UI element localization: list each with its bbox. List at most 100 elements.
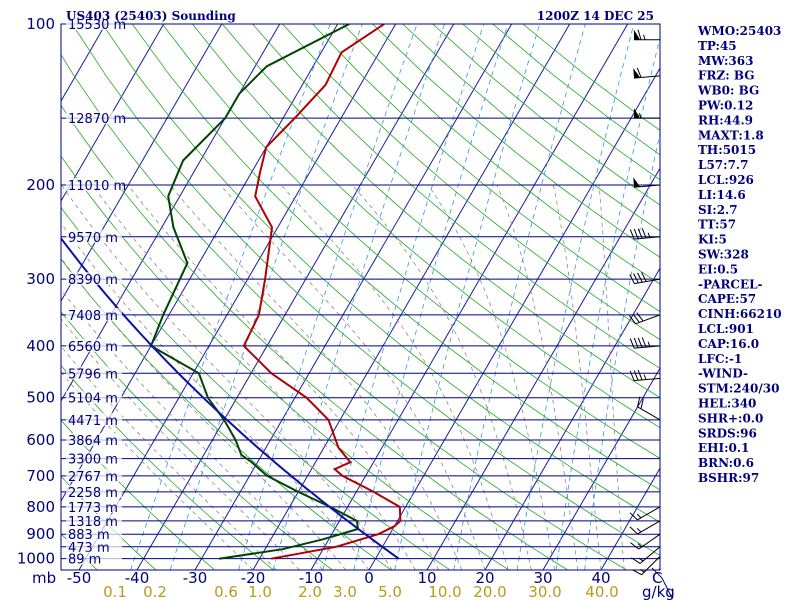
height-label: 6560 m (68, 340, 118, 355)
isotherm-line (78, 24, 397, 570)
height-label-bg (66, 527, 122, 541)
mixing-ratio-tick-label: 10.0 (428, 583, 461, 600)
pressure-tick-label: 300 (26, 270, 55, 288)
mixing-ratio-line (169, 24, 363, 570)
index-line: BSHR:97 (698, 471, 759, 485)
dry-adiabat (61, 258, 392, 570)
index-line: TH:5015 (698, 143, 756, 157)
mixing-ratio-line (322, 24, 485, 570)
dry-adiabat (252, 24, 660, 369)
pressure-tick-label: 600 (26, 431, 55, 449)
isotherm-line (136, 24, 455, 570)
isotherm-line (252, 24, 571, 570)
wind-barb (629, 228, 661, 240)
pressure-tick-label: 400 (26, 337, 55, 355)
mixing-ratio-tick-label: 3.0 (333, 583, 357, 600)
dry-adiabat (192, 24, 660, 429)
wind-barb (636, 396, 661, 421)
index-line: WB0: BG (697, 84, 759, 98)
sounding-profiles (61, 24, 402, 560)
temperature-tick-label: -20 (241, 569, 266, 587)
height-label: 3864 m (68, 434, 118, 449)
dry-adiabat (0, 24, 38, 570)
temperature-profile (242, 24, 402, 560)
index-line: -PARCEL- (698, 277, 763, 291)
height-label: 9570 m (68, 231, 118, 246)
wind-barb (630, 533, 661, 550)
index-line: FRZ: BG (698, 69, 754, 83)
mixing-ratio-tick-label: 0.1 (103, 583, 127, 600)
dry-adiabat (61, 206, 451, 570)
mixing-ratio-tick-label: 0.6 (214, 583, 238, 600)
temperature-tick-label: 20 (475, 569, 494, 587)
index-line: SW:328 (698, 248, 749, 262)
height-label: 8390 m (68, 273, 118, 288)
pressure-unit-label: mb (32, 569, 56, 587)
isotherm-line (542, 367, 660, 570)
index-line: TP:45 (698, 39, 737, 53)
height-label: 3300 m (68, 453, 118, 468)
index-line: WMO:25403 (697, 24, 781, 38)
valid-time: 1200Z 14 DEC 25 (537, 9, 654, 23)
pressure-tick-label: 900 (26, 525, 55, 543)
height-label-bg (66, 111, 122, 125)
isotherm-line (600, 467, 660, 570)
height-label: 15530 m (68, 18, 126, 33)
wind-barb (628, 312, 661, 325)
height-label: 5104 m (68, 392, 118, 407)
height-label-bg (66, 499, 122, 513)
mixing-ratio-line (130, 24, 331, 570)
mixing-ratio-line (555, 35, 660, 570)
index-line: SI:2.7 (698, 203, 738, 217)
isotherm-line (194, 24, 513, 570)
height-label-bg (66, 513, 122, 527)
wind-barb (629, 520, 661, 535)
pressure-tick-label: 500 (26, 389, 55, 407)
moist-adiabat (61, 222, 370, 570)
index-line: EHI:0.1 (698, 441, 749, 455)
mixing-ratio-line (394, 24, 541, 570)
moist-adiabat (61, 371, 254, 570)
height-label: 1318 m (68, 515, 118, 530)
height-label: 11010 m (68, 179, 126, 194)
isobars (61, 23, 660, 560)
height-label: 5796 m (68, 367, 118, 382)
plot-background (61, 24, 660, 570)
isotherm-line (484, 267, 660, 570)
height-label-bg (66, 366, 122, 380)
index-line: STM:240/30 (698, 382, 779, 396)
mixing-ratio-unit-label: g/kg (642, 583, 675, 600)
height-label-bg (66, 17, 122, 30)
index-line: KI:5 (698, 233, 727, 247)
index-line: SHR+:0.0 (698, 411, 763, 425)
moist-adiabat (351, 184, 532, 570)
dry-adiabat (161, 24, 660, 459)
temperature-tick-label: -50 (67, 569, 92, 587)
moist-adiabat (496, 184, 579, 570)
moist-adiabat (553, 184, 602, 570)
index-line: MAXT:1.8 (698, 128, 764, 142)
height-label-bg (66, 307, 122, 321)
dry-adiabat (61, 155, 510, 570)
wind-barb (633, 177, 661, 188)
dry-adiabat (61, 104, 568, 570)
mixing-ratio-tick-label: 1.0 (248, 583, 272, 600)
height-label: 883 m (68, 528, 110, 543)
dry-adiabat (282, 24, 660, 341)
index-line: BRN:0.6 (698, 456, 754, 470)
wind-barb (633, 67, 661, 79)
height-label: 1773 m (68, 501, 118, 516)
dry-adiabat (131, 24, 660, 491)
index-line: L57:7.7 (698, 158, 748, 172)
index-line: RH:44.9 (698, 113, 753, 127)
axis-corner-mark (651, 567, 673, 599)
mixing-ratio-line (238, 24, 418, 570)
temperature-tick-label: -40 (125, 569, 150, 587)
wind-barb (629, 506, 661, 521)
wind-barb (629, 337, 661, 349)
pressure-tick-label: 200 (26, 176, 55, 194)
height-label-bg (66, 551, 122, 565)
